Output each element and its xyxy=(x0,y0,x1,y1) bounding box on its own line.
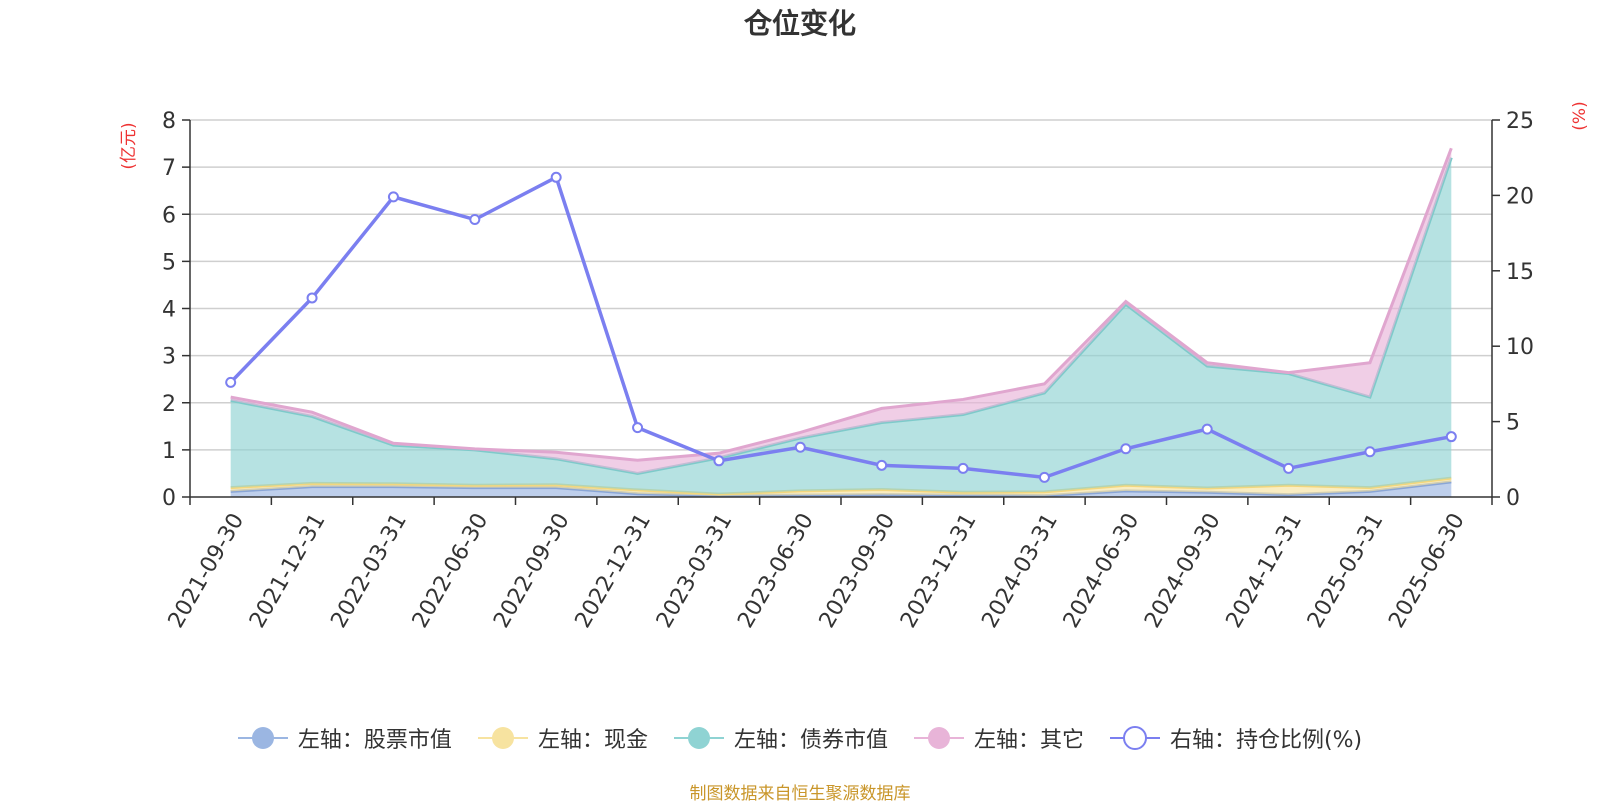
legend-item-other[interactable]: 左轴：其它 xyxy=(913,722,1084,754)
ratio-point xyxy=(225,376,237,388)
right-axis-tick-label: 25 xyxy=(1506,109,1534,134)
legend-label-ratio: 右轴：持仓比例(%) xyxy=(1169,728,1363,753)
x-axis-tick-label: 2022-06-30 xyxy=(408,509,494,632)
legend-other-icon xyxy=(913,727,964,749)
left-axis-tick-label: 8 xyxy=(162,109,176,134)
x-axis-tick-label: 2023-03-31 xyxy=(652,509,738,632)
left-axis-tick-label: 2 xyxy=(162,392,176,417)
left-axis-tick-label: 3 xyxy=(162,345,176,370)
x-axis-tick-label: 2021-12-31 xyxy=(245,509,331,632)
ratio-point xyxy=(794,441,806,453)
ratio-point xyxy=(1038,471,1050,483)
x-axis-tick-label: 2023-12-31 xyxy=(896,509,982,632)
legend: 左轴：股票市值 左轴：现金 左轴：债券市值 左轴：其它 右轴：持仓比例(%) xyxy=(0,722,1600,754)
ratio-point xyxy=(713,455,725,467)
right-axis-tick-label: 0 xyxy=(1506,486,1520,511)
legend-item-stock[interactable]: 左轴：股票市值 xyxy=(237,722,452,754)
left-axis-tick-label: 7 xyxy=(162,156,176,181)
x-axis-tick-label: 2024-09-30 xyxy=(1140,509,1226,632)
area-edge-other xyxy=(230,147,1453,462)
ratio-point xyxy=(1364,446,1376,458)
legend-stock-icon xyxy=(237,727,288,749)
right-axis-tick-label: 5 xyxy=(1506,411,1520,436)
legend-item-bond[interactable]: 左轴：债券市值 xyxy=(673,722,888,754)
ratio-point xyxy=(1283,462,1295,474)
x-axis-tick-label: 2023-06-30 xyxy=(733,509,819,632)
legend-label-cash: 左轴：现金 xyxy=(537,728,648,753)
source-note: 制图数据来自恒生聚源数据库 xyxy=(689,784,911,804)
legend-cash-icon xyxy=(477,727,528,749)
line-series xyxy=(225,171,1457,483)
x-axis-tick-label: 2022-09-30 xyxy=(489,509,575,632)
legend-label-stock: 左轴：股票市值 xyxy=(297,728,452,753)
legend-label-other: 左轴：其它 xyxy=(973,728,1084,753)
x-axis-tick-label: 2024-06-30 xyxy=(1059,509,1145,632)
area-series xyxy=(230,147,1453,498)
x-axis-tick-label: 2024-12-31 xyxy=(1222,509,1308,632)
ratio-point xyxy=(469,214,481,226)
ratio-point xyxy=(1201,423,1213,435)
chart-plot: 01234567805101520252021-09-302021-12-312… xyxy=(119,101,1590,632)
left-axis-tick-label: 5 xyxy=(162,250,176,275)
left-axis-unit: (亿元) xyxy=(119,122,139,169)
left-axis-tick-label: 1 xyxy=(162,439,176,464)
ratio-line xyxy=(229,174,1452,480)
right-axis-tick-label: 10 xyxy=(1506,335,1534,360)
area-cash xyxy=(230,478,1452,496)
ratio-point xyxy=(1120,443,1132,455)
ratio-point xyxy=(306,292,318,304)
chart-title: 仓位变化 xyxy=(743,7,856,40)
x-axis-tick-label: 2021-09-30 xyxy=(164,509,250,632)
left-axis-tick-label: 6 xyxy=(162,203,176,228)
area-bond xyxy=(230,157,1452,495)
legend-item-cash[interactable]: 左轴：现金 xyxy=(477,722,648,754)
right-axis-tick-label: 20 xyxy=(1506,184,1534,209)
x-axis-tick-label: 2023-09-30 xyxy=(815,509,901,632)
legend-label-bond: 左轴：债券市值 xyxy=(733,728,888,753)
ratio-point xyxy=(550,171,562,183)
ratio-point xyxy=(632,422,644,434)
ratio-point xyxy=(957,462,969,474)
x-axis-tick-label: 2022-03-31 xyxy=(326,509,412,632)
legend-ratio-icon xyxy=(1109,726,1160,750)
area-stock xyxy=(230,481,1452,497)
area-edge-stock xyxy=(230,480,1452,498)
x-axis-tick-label: 2025-03-31 xyxy=(1303,509,1389,632)
ratio-point xyxy=(876,459,888,471)
x-axis-tick-label: 2024-03-31 xyxy=(977,509,1063,632)
legend-item-ratio[interactable]: 右轴：持仓比例(%) xyxy=(1109,722,1363,754)
right-axis-tick-label: 15 xyxy=(1506,260,1534,285)
right-axis-unit: (%) xyxy=(1570,101,1590,130)
ratio-point xyxy=(1445,431,1457,443)
left-axis-tick-label: 4 xyxy=(162,298,176,323)
x-axis-tick-label: 2025-06-30 xyxy=(1384,509,1470,632)
x-axis-tick-label: 2022-12-31 xyxy=(571,509,657,632)
ratio-point xyxy=(387,191,399,203)
left-axis-tick-label: 0 xyxy=(162,486,176,511)
legend-bond-icon xyxy=(673,727,724,749)
